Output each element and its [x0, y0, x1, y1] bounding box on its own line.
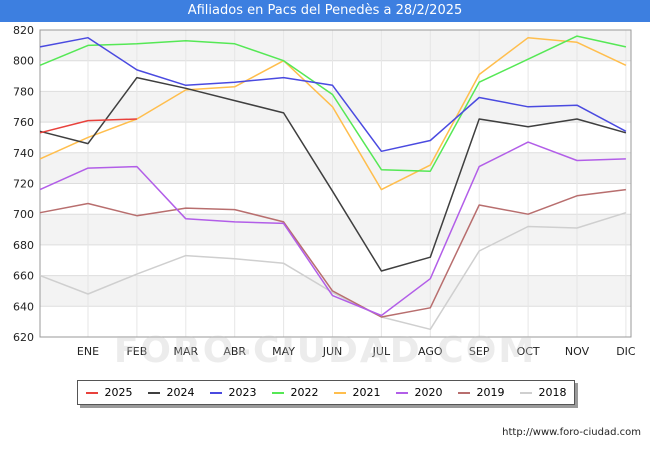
y-tick-label: 780	[13, 85, 34, 98]
y-tick-label: 740	[13, 147, 34, 160]
y-tick-label: 660	[13, 270, 34, 283]
x-tick-label: ABR	[223, 345, 246, 358]
legend-item-2023: 2023	[209, 386, 257, 399]
legend-item-2021: 2021	[333, 386, 381, 399]
y-tick-label: 820	[13, 24, 34, 37]
y-tick-label: 720	[13, 178, 34, 191]
legend-swatch	[333, 391, 346, 394]
x-tick-label: ENE	[77, 345, 99, 358]
legend-label: 2025	[104, 386, 133, 399]
legend-item-2025: 2025	[85, 386, 133, 399]
legend-swatch	[209, 391, 222, 394]
y-tick-label: 760	[13, 116, 34, 129]
source-credit: http://www.foro-ciudad.com	[502, 427, 641, 438]
legend-label: 2019	[476, 386, 505, 399]
y-tick-label: 640	[13, 300, 34, 313]
grid-band	[40, 152, 631, 184]
legend-label: 2020	[414, 386, 443, 399]
y-tick-label: 700	[13, 208, 34, 221]
y-tick-label: 620	[13, 331, 34, 344]
legend-swatch	[271, 391, 284, 394]
legend-label: 2022	[290, 386, 319, 399]
series-line-2024	[39, 76, 627, 272]
y-tick-label: 800	[13, 55, 34, 68]
legend-label: 2023	[228, 386, 257, 399]
legend-label: 2024	[166, 386, 195, 399]
legend-label: 2021	[352, 386, 381, 399]
plot-border	[39, 29, 632, 338]
x-tick-label: SEP	[469, 345, 490, 358]
series-line-2023	[39, 36, 627, 153]
line-chart: 620 640 660 680 700 720 740 760 780 800 820 ENE FEB M…	[13, 24, 636, 358]
legend-item-2020: 2020	[395, 386, 443, 399]
legend-item-2019: 2019	[457, 386, 505, 399]
chart-title: Afiliados en Pacs del Penedès a 28/2/202…	[0, 0, 650, 22]
legend: 2025 2024 2023 2022 2021 2020 2019 2018	[77, 380, 575, 405]
x-tick-label: JUL	[372, 345, 391, 358]
series-line-2020	[39, 141, 626, 317]
x-tick-label: AGO	[418, 345, 443, 358]
legend-swatch	[85, 391, 98, 394]
x-tick-label: DIC	[616, 345, 636, 358]
x-tick-label: OCT	[517, 345, 540, 358]
legend-label: 2018	[538, 386, 567, 399]
x-tick-label: FEB	[126, 345, 147, 358]
x-tick-label: MAR	[173, 345, 198, 358]
x-tick-label: NOV	[565, 345, 590, 358]
series-line-2025	[39, 118, 137, 134]
series-line-2018	[39, 211, 627, 331]
legend-item-2018: 2018	[519, 386, 567, 399]
legend-swatch	[395, 391, 408, 394]
x-tick-label: JUN	[322, 345, 343, 358]
series-line-2019	[39, 188, 626, 318]
x-tick-label: MAY	[272, 345, 295, 358]
legend-item-2024: 2024	[147, 386, 195, 399]
legend-swatch	[147, 391, 160, 394]
grid-band	[40, 214, 631, 245]
grid-band	[40, 275, 631, 307]
legend-swatch	[519, 391, 532, 394]
legend-item-2022: 2022	[271, 386, 319, 399]
grid-band	[40, 30, 631, 61]
series-line-2022	[39, 35, 627, 172]
y-tick-label: 680	[13, 239, 34, 252]
legend-swatch	[457, 391, 470, 394]
